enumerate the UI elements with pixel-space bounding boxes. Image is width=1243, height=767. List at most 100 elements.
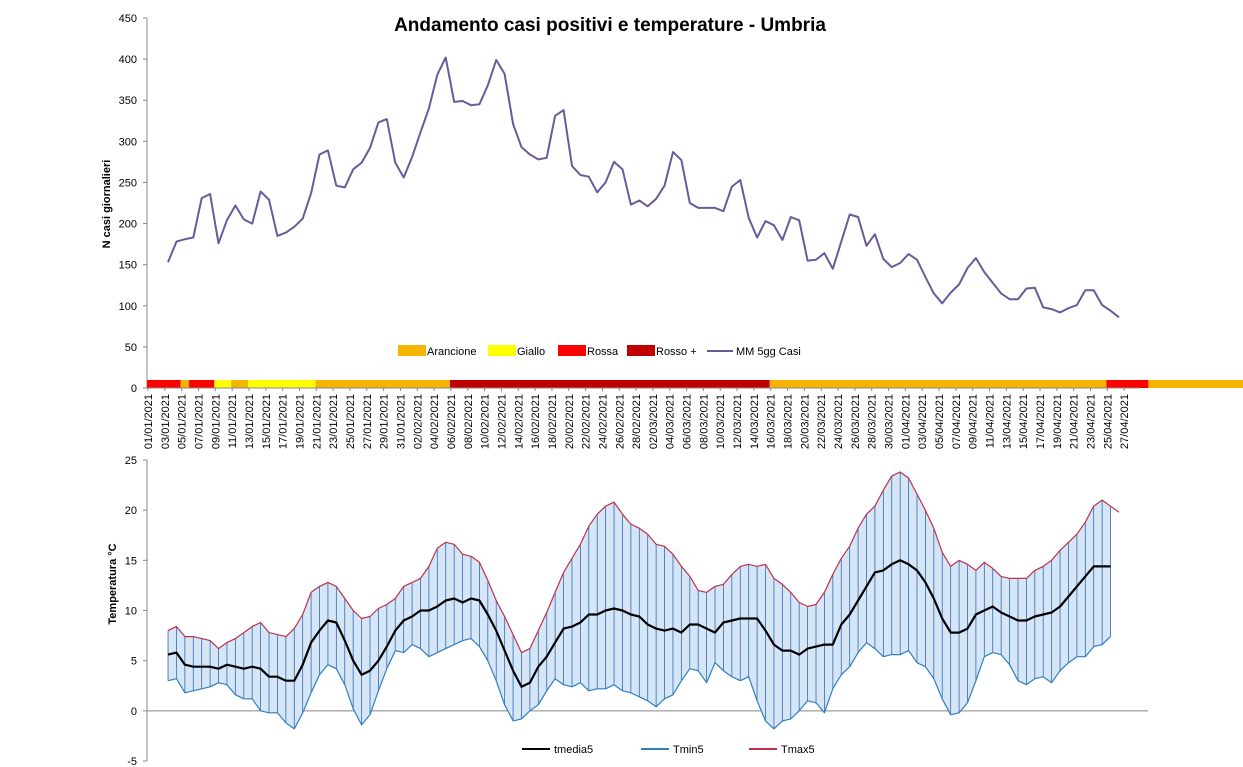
top-x-tick-label: 14/03/2021 [749, 394, 761, 449]
top-x-tick-label: 10/02/2021 [480, 394, 492, 449]
top-y-tick-label: 250 [119, 177, 137, 189]
top-x-tick-label: 14/02/2021 [513, 394, 525, 449]
top-x-tick-label: 26/02/2021 [614, 394, 626, 449]
zone-band [769, 380, 1107, 388]
top-x-tick-label: 18/03/2021 [783, 394, 795, 449]
bottom-y-tick-label: 20 [125, 505, 137, 517]
top-x-tick-label: 09/01/2021 [210, 394, 222, 449]
top-x-tick-label: 07/01/2021 [193, 394, 205, 449]
top-y-tick-label: 0 [131, 383, 137, 395]
top-y-tick-label: 100 [119, 301, 137, 313]
top-x-tick-label: 23/01/2021 [328, 394, 340, 449]
top-x-tick-label: 27/01/2021 [362, 394, 374, 449]
top-x-tick-label: 08/03/2021 [698, 394, 710, 449]
tmin5-line [167, 636, 1111, 730]
top-x-tick-label: 01/04/2021 [900, 394, 912, 449]
top-x-tick-label: 09/04/2021 [968, 394, 980, 449]
top-x-tick-label: 24/03/2021 [833, 394, 845, 449]
top-x-tick-label: 17/04/2021 [1035, 394, 1047, 449]
bottom-y-axis-label: Temperatura °C [107, 543, 119, 624]
legend-swatch [627, 345, 655, 356]
zone-band [247, 380, 316, 388]
bottom-y-tick-label: 10 [125, 606, 137, 618]
top-x-tick-label: 18/02/2021 [547, 394, 559, 449]
top-x-tick-label: 19/01/2021 [294, 394, 306, 449]
top-x-tick-label: 02/03/2021 [648, 394, 660, 449]
top-x-tick-label: 22/03/2021 [816, 394, 828, 449]
legend-label: Rossa [587, 346, 619, 358]
top-x-tick-label: 04/02/2021 [429, 394, 441, 449]
top-y-tick-label: 400 [119, 54, 137, 66]
bottom-y-tick-label: -5 [127, 756, 137, 767]
zone-band [1106, 380, 1149, 388]
legend-swatch [488, 345, 516, 356]
legend-label: MM 5gg Casi [736, 346, 801, 358]
top-x-tick-label: 13/01/2021 [244, 394, 256, 449]
temperature-legend: tmedia5 Tmin5 Tmax5 [522, 744, 815, 756]
top-x-tick-label: 28/03/2021 [867, 394, 879, 449]
top-y-tick-label: 350 [119, 95, 137, 107]
top-x-tick-label: 29/01/2021 [379, 394, 391, 449]
top-y-axis-label: N casi giornalieri [101, 160, 113, 249]
top-x-tick-label: 17/01/2021 [278, 394, 290, 449]
zone-band [1148, 380, 1243, 388]
top-y-tick-label: 150 [119, 260, 137, 272]
top-x-tick-label: 20/03/2021 [799, 394, 811, 449]
cases-legend: Arancione Giallo Rossa Rosso + MM 5gg Casi [398, 345, 801, 358]
bottom-y-tick-label: 25 [125, 455, 137, 467]
top-x-tick-label: 22/02/2021 [581, 394, 593, 449]
zone-band [231, 380, 248, 388]
zone-band [189, 380, 215, 388]
tmedia5-line [167, 559, 1111, 688]
zone-band [214, 380, 232, 388]
chart-title: Andamento casi positivi e temperature - … [394, 15, 826, 36]
top-x-tick-label: 20/02/2021 [564, 394, 576, 449]
cases-chart: 0 50 100 150 200 250 300 350 400 450 01/01/2021 03/… [119, 13, 1243, 449]
legend-label: Tmin5 [673, 744, 704, 756]
top-x-tick-label: 04/03/2021 [665, 394, 677, 449]
top-x-tick-label: 11/01/2021 [227, 394, 239, 448]
legend-swatch [398, 345, 426, 356]
top-x-tick-label: 21/04/2021 [1069, 394, 1081, 449]
top-x-tick-label: 01/01/2021 [143, 394, 155, 449]
top-x-tick-label: 30/03/2021 [884, 394, 896, 449]
top-x-tick-label: 08/02/2021 [463, 394, 475, 449]
top-y-tick-label: 50 [125, 342, 137, 354]
top-x-tick-label: 05/01/2021 [177, 394, 189, 449]
top-x-tick-label: 06/03/2021 [682, 394, 694, 449]
top-x-tick-label: 10/03/2021 [715, 394, 727, 449]
top-y-tick-label: 300 [119, 136, 137, 148]
top-x-tick-label: 25/04/2021 [1102, 394, 1114, 449]
bottom-y-tick-label: 15 [125, 555, 137, 567]
top-y-tick-label: 200 [119, 219, 137, 231]
top-x-tick-label: 07/04/2021 [951, 394, 963, 449]
legend-label: Giallo [517, 346, 545, 358]
top-x-tick-label: 03/01/2021 [160, 394, 172, 449]
top-x-tick-label: 12/02/2021 [496, 394, 508, 449]
legend-label: Arancione [427, 346, 477, 358]
tmax5-line [167, 471, 1120, 654]
top-x-tick-label: 02/02/2021 [412, 394, 424, 449]
top-x-tick-label: 16/03/2021 [766, 394, 778, 449]
legend-label: tmedia5 [554, 744, 593, 756]
top-x-tick-label: 25/01/2021 [345, 394, 357, 449]
legend-label: Tmax5 [781, 744, 815, 756]
top-x-tick-label: 05/04/2021 [934, 394, 946, 449]
bottom-y-tick-label: 5 [131, 656, 137, 668]
top-x-tick-label: 21/01/2021 [311, 394, 323, 449]
legend-swatch [558, 345, 586, 356]
zone-band [147, 380, 181, 388]
cases-line [167, 56, 1120, 319]
top-x-tick-label: 26/03/2021 [850, 394, 862, 449]
top-y-tick-label: 450 [119, 13, 137, 25]
zone-band [180, 380, 190, 388]
top-x-tick-label: 27/04/2021 [1119, 394, 1131, 449]
legend-label: Rosso + [656, 346, 697, 358]
bottom-y-tick-label: 0 [131, 706, 137, 718]
top-x-tick-label: 16/02/2021 [530, 394, 542, 449]
top-x-tick-label: 12/03/2021 [732, 394, 744, 449]
top-x-tick-label: 19/04/2021 [1052, 394, 1064, 449]
zone-band [449, 380, 770, 388]
top-x-tick-label: 24/02/2021 [597, 394, 609, 449]
